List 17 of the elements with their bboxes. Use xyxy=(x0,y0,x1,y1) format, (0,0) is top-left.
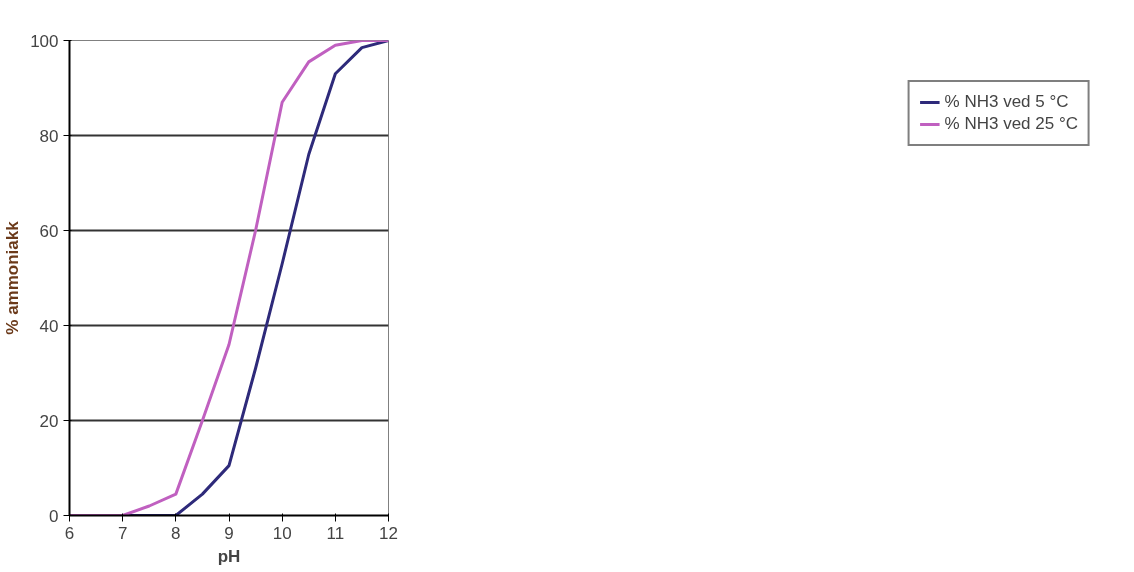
x-tick-label: 8 xyxy=(171,523,181,543)
y-tick-label: 40 xyxy=(39,316,59,336)
x-tick-label: 9 xyxy=(224,523,234,543)
x-axis-title: pH xyxy=(217,546,241,566)
legend-label: % NH3 ved 25 °C xyxy=(944,114,1078,134)
y-tick-label: 60 xyxy=(39,221,59,241)
y-tick-label: 80 xyxy=(39,126,59,146)
x-tick-label: 10 xyxy=(272,523,292,543)
legend-label: % NH3 ved 5 °C xyxy=(944,92,1069,112)
y-tick-label: 20 xyxy=(39,411,59,431)
y-tick-label: 100 xyxy=(30,31,59,51)
y-tick-label: 0 xyxy=(49,506,59,526)
x-tick-label: 11 xyxy=(326,523,345,543)
x-tick-label: 7 xyxy=(117,523,128,543)
y-axis-title: % ammoniakk xyxy=(3,220,23,335)
x-tick-label: 6 xyxy=(64,523,75,543)
x-tick-label: 12 xyxy=(379,523,398,543)
